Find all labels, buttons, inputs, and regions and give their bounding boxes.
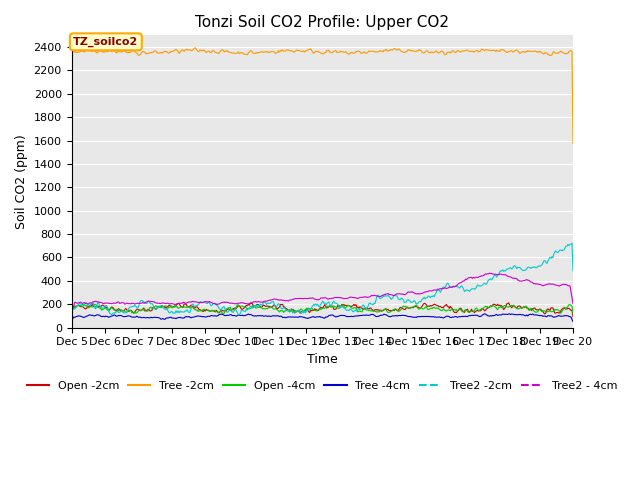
Tree -4cm	[558, 313, 566, 319]
Tree -2cm	[569, 141, 577, 146]
Line: Open -2cm: Open -2cm	[72, 303, 573, 316]
Open -4cm	[481, 304, 488, 310]
Open -2cm	[479, 306, 486, 312]
Tree -2cm	[307, 46, 314, 52]
Open -2cm	[558, 306, 566, 312]
Tree2 -2cm	[307, 306, 314, 312]
Tree -4cm	[309, 314, 317, 320]
Tree -2cm	[340, 49, 348, 55]
Tree -2cm	[68, 139, 76, 145]
Open -4cm	[68, 310, 76, 316]
Tree2 - 4cm	[558, 282, 566, 288]
Line: Tree -2cm: Tree -2cm	[72, 48, 573, 144]
Title: Tonzi Soil CO2 Profile: Upper CO2: Tonzi Soil CO2 Profile: Upper CO2	[195, 15, 449, 30]
Tree -4cm	[481, 311, 488, 317]
Tree2 -2cm	[568, 240, 576, 246]
Open -4cm	[368, 308, 376, 314]
Open -4cm	[341, 305, 349, 311]
Open -4cm	[79, 301, 86, 307]
Y-axis label: Soil CO2 (ppm): Soil CO2 (ppm)	[15, 134, 28, 229]
Open -2cm	[505, 300, 513, 306]
Tree -2cm	[367, 48, 375, 54]
Tree2 -2cm	[340, 305, 348, 311]
Tree -4cm	[306, 315, 314, 321]
Tree -4cm	[366, 312, 374, 318]
Tree2 - 4cm	[486, 270, 493, 276]
Open -2cm	[309, 307, 317, 313]
Open -4cm	[130, 311, 138, 316]
Tree -2cm	[191, 45, 199, 50]
Tree2 - 4cm	[569, 301, 577, 307]
Tree2 -2cm	[569, 268, 577, 274]
Open -4cm	[311, 308, 319, 313]
Legend: Open -2cm, Tree -2cm, Open -4cm, Tree -4cm, Tree2 -2cm, Tree2 - 4cm: Open -2cm, Tree -2cm, Open -4cm, Tree -4…	[22, 377, 622, 396]
Open -4cm	[308, 306, 316, 312]
Tree -4cm	[339, 312, 347, 318]
Tree2 -2cm	[68, 312, 76, 318]
Line: Tree -4cm: Tree -4cm	[72, 314, 573, 322]
Open -2cm	[569, 313, 577, 319]
Tree2 -2cm	[480, 281, 488, 287]
X-axis label: Time: Time	[307, 353, 338, 366]
Open -2cm	[339, 302, 347, 308]
Open -2cm	[366, 305, 374, 311]
Tree2 - 4cm	[339, 296, 347, 301]
Tree2 - 4cm	[479, 273, 486, 279]
Open -4cm	[569, 311, 577, 316]
Tree2 - 4cm	[306, 295, 314, 301]
Line: Tree2 -2cm: Tree2 -2cm	[72, 243, 573, 315]
Line: Open -4cm: Open -4cm	[72, 304, 573, 313]
Tree2 - 4cm	[68, 311, 76, 316]
Tree2 -2cm	[310, 301, 317, 307]
Open -2cm	[306, 310, 314, 315]
Open -4cm	[559, 307, 567, 313]
Line: Tree2 - 4cm: Tree2 - 4cm	[72, 273, 573, 313]
Tree -2cm	[480, 47, 488, 53]
Tree2 -2cm	[558, 248, 566, 253]
Tree -4cm	[68, 318, 76, 324]
Tree -2cm	[310, 50, 317, 56]
Tree2 -2cm	[234, 312, 242, 318]
Tree -4cm	[569, 319, 577, 324]
Tree2 - 4cm	[366, 294, 374, 300]
Tree -2cm	[558, 49, 566, 55]
Text: TZ_soilco2: TZ_soilco2	[73, 36, 138, 47]
Open -2cm	[68, 312, 76, 317]
Tree -4cm	[479, 312, 486, 318]
Tree2 - 4cm	[309, 295, 317, 300]
Tree2 -2cm	[367, 301, 375, 307]
